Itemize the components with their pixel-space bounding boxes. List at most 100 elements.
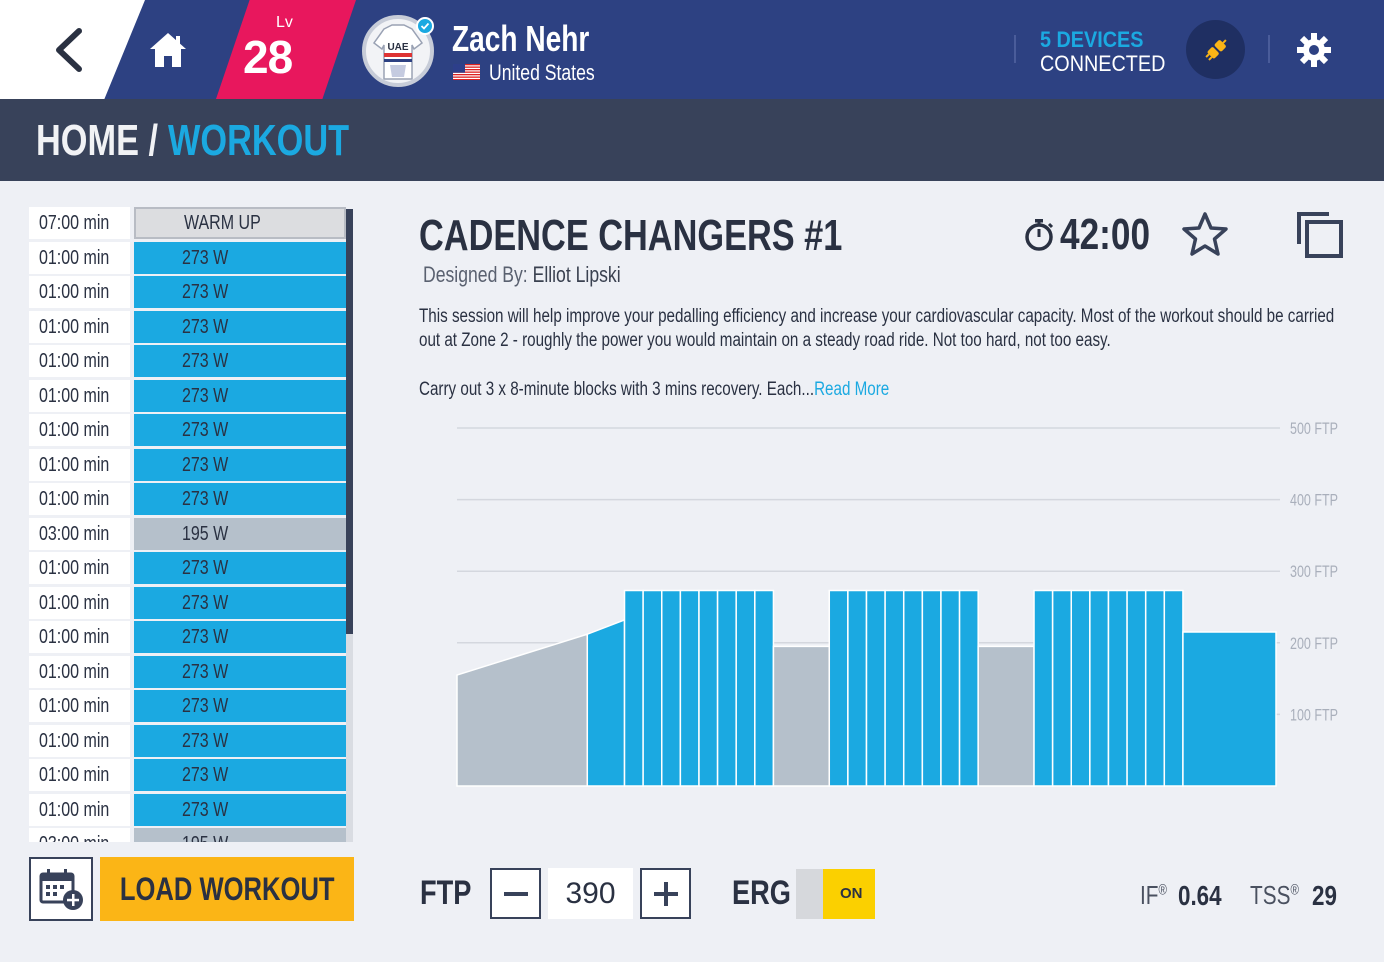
interval-power[interactable]: 273 W	[134, 552, 346, 584]
interval-row[interactable]: 01:00 min 273 W	[29, 241, 346, 274]
interval-duration: 01:00 min	[29, 552, 130, 584]
interval-duration: 01:00 min	[29, 310, 130, 343]
if-value: 0.64	[1178, 880, 1222, 911]
y-tick-label: 100 FTP	[1290, 705, 1338, 724]
interval-duration: 01:00 min	[29, 586, 130, 619]
interval-power[interactable]: 195 W	[134, 828, 346, 842]
interval-power[interactable]: 273 W	[134, 310, 346, 343]
gear-icon	[1297, 33, 1331, 67]
interval-power[interactable]: 273 W	[134, 448, 346, 481]
interval-row[interactable]: 01:00 min 273 W	[29, 690, 346, 722]
workout-segment-work	[1126, 589, 1147, 787]
workout-segment-work	[921, 589, 942, 787]
interval-row[interactable]: 01:00 min 273 W	[29, 310, 346, 343]
devices-label[interactable]: CONNECTED	[1040, 51, 1166, 76]
interval-row[interactable]: 01:00 min 273 W	[29, 621, 346, 653]
scrollbar-thumb[interactable]	[346, 209, 353, 634]
interval-power[interactable]: 273 W	[134, 690, 346, 722]
interval-power[interactable]: 273 W	[134, 345, 346, 377]
workout-segment-work	[865, 589, 886, 787]
interval-row[interactable]: 01:00 min 273 W	[29, 759, 346, 791]
interval-row[interactable]: 01:00 min 273 W	[29, 552, 346, 584]
schedule-button[interactable]	[29, 857, 93, 921]
workout-segment-work	[586, 618, 626, 787]
interval-power[interactable]: 273 W	[134, 724, 346, 757]
back-button[interactable]	[40, 22, 96, 78]
calendar-add-icon	[39, 869, 83, 910]
interval-power[interactable]: 273 W	[134, 241, 346, 274]
y-tick-label: 300 FTP	[1290, 562, 1338, 581]
ftp-decrease-button[interactable]	[490, 868, 541, 919]
interval-row[interactable]: 07:00 min WARM UP	[29, 207, 346, 239]
interval-row[interactable]: 01:00 min 273 W	[29, 414, 346, 446]
designer-line: Designed By: Elliot Lipski	[423, 262, 621, 288]
interval-power[interactable]: 273 W	[134, 379, 346, 412]
workout-description-more: Carry out 3 x 8-minute blocks with 3 min…	[419, 378, 979, 402]
interval-power[interactable]: WARM UP	[134, 207, 346, 239]
favorite-star-icon[interactable]	[1180, 210, 1230, 260]
interval-power[interactable]: 273 W	[134, 759, 346, 791]
interval-power[interactable]: 273 W	[134, 483, 346, 515]
load-workout-button[interactable]: LOAD WORKOUT	[100, 857, 354, 921]
interval-row[interactable]: 01:00 min 273 W	[29, 655, 346, 688]
ftp-increase-button[interactable]	[640, 868, 691, 919]
interval-row[interactable]: 01:00 min 273 W	[29, 276, 346, 308]
interval-row[interactable]: 01:00 min 273 W	[29, 448, 346, 481]
workout-segment-work	[1051, 589, 1072, 787]
interval-power[interactable]: 273 W	[134, 276, 346, 308]
interval-power[interactable]: 273 W	[134, 586, 346, 619]
workout-segment-work	[1107, 589, 1128, 787]
interval-power[interactable]: 273 W	[134, 414, 346, 446]
workout-segment-work	[679, 589, 700, 787]
devices-button[interactable]	[1186, 20, 1245, 79]
if-label-text: IF	[1140, 880, 1159, 910]
interval-row[interactable]: 01:00 min 273 W	[29, 345, 346, 377]
interval-row[interactable]: 01:00 min 273 W	[29, 793, 346, 826]
copy-icon[interactable]	[1295, 210, 1345, 260]
y-tick-label: 200 FTP	[1290, 634, 1338, 653]
interval-power[interactable]: 273 W	[134, 621, 346, 653]
workout-segment-warm	[456, 633, 589, 787]
plug-icon	[1204, 38, 1227, 61]
settings-button[interactable]	[1290, 26, 1338, 74]
interval-duration: 01:00 min	[29, 793, 130, 826]
workout-segment-work	[754, 589, 775, 787]
breadcrumb-home[interactable]: HOME /	[36, 116, 159, 165]
workout-segment-work	[698, 589, 719, 787]
interval-list[interactable]: 07:00 min WARM UP 01:00 min 273 W 01:00 min 2…	[29, 207, 346, 842]
workout-segment-work	[902, 589, 924, 787]
interval-power[interactable]: 195 W	[134, 517, 346, 550]
interval-row[interactable]: 01:00 min 273 W	[29, 586, 346, 619]
user-name: Zach Nehr	[452, 18, 590, 59]
scrollbar[interactable]	[346, 209, 353, 842]
erg-toggle-knob	[796, 869, 823, 919]
interval-row[interactable]: 01:00 min 273 W	[29, 724, 346, 757]
workout-segment-rest	[772, 645, 831, 787]
workout-segment-work	[661, 589, 682, 787]
top-bar	[0, 0, 1384, 99]
breadcrumb-current: WORKOUT	[168, 116, 350, 165]
read-more-link[interactable]: Read More	[814, 379, 890, 400]
divider	[1014, 35, 1016, 63]
workout-segment-work	[940, 589, 961, 787]
ftp-label: FTP	[420, 874, 472, 912]
erg-toggle[interactable]: ON	[796, 869, 875, 919]
ftp-input[interactable]	[548, 868, 633, 919]
divider	[1268, 35, 1270, 63]
interval-power[interactable]: 273 W	[134, 793, 346, 826]
interval-duration: 01:00 min	[29, 448, 130, 481]
workout-segment-work	[884, 589, 905, 787]
home-button[interactable]	[140, 22, 196, 78]
workout-segment-work	[1070, 589, 1091, 787]
devices-count[interactable]: 5 DEVICES	[1040, 27, 1144, 52]
interval-power[interactable]: 273 W	[134, 655, 346, 688]
interval-row[interactable]: 01:00 min 273 W	[29, 379, 346, 412]
if-label: IF®	[1140, 880, 1167, 911]
load-workout-label: LOAD WORKOUT	[119, 870, 335, 907]
workout-segment-work	[1163, 589, 1184, 787]
designer-name: Elliot Lipski	[532, 262, 621, 287]
workout-segment-cooldown	[1182, 631, 1277, 787]
interval-row[interactable]: 01:00 min 273 W	[29, 483, 346, 515]
